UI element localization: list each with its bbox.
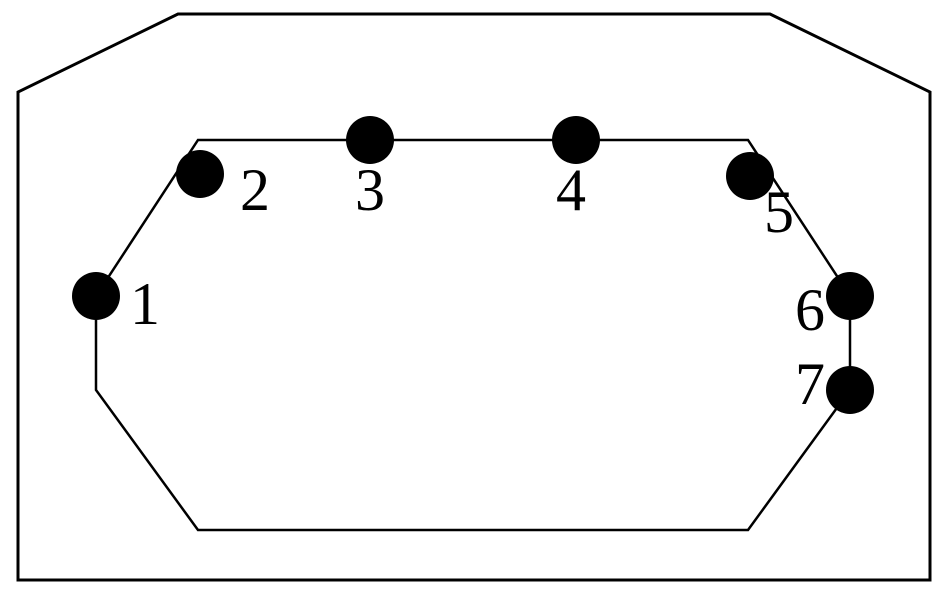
node-label-3: 3: [355, 160, 385, 220]
node-1: [72, 272, 120, 320]
node-label-5: 5: [764, 182, 794, 242]
node-label-2: 2: [240, 160, 270, 220]
node-label-4: 4: [556, 160, 586, 220]
diagram-root: 1 2 3 4 56 7: [0, 0, 950, 596]
node-7: [826, 366, 874, 414]
node-6: [826, 272, 874, 320]
node-label-1: 1: [130, 274, 160, 334]
node-label-6: 6: [795, 280, 825, 340]
nodes-group: [72, 116, 874, 414]
inner-polygon: [96, 140, 850, 530]
node-label-7: 7: [795, 354, 825, 414]
node-2: [176, 150, 224, 198]
